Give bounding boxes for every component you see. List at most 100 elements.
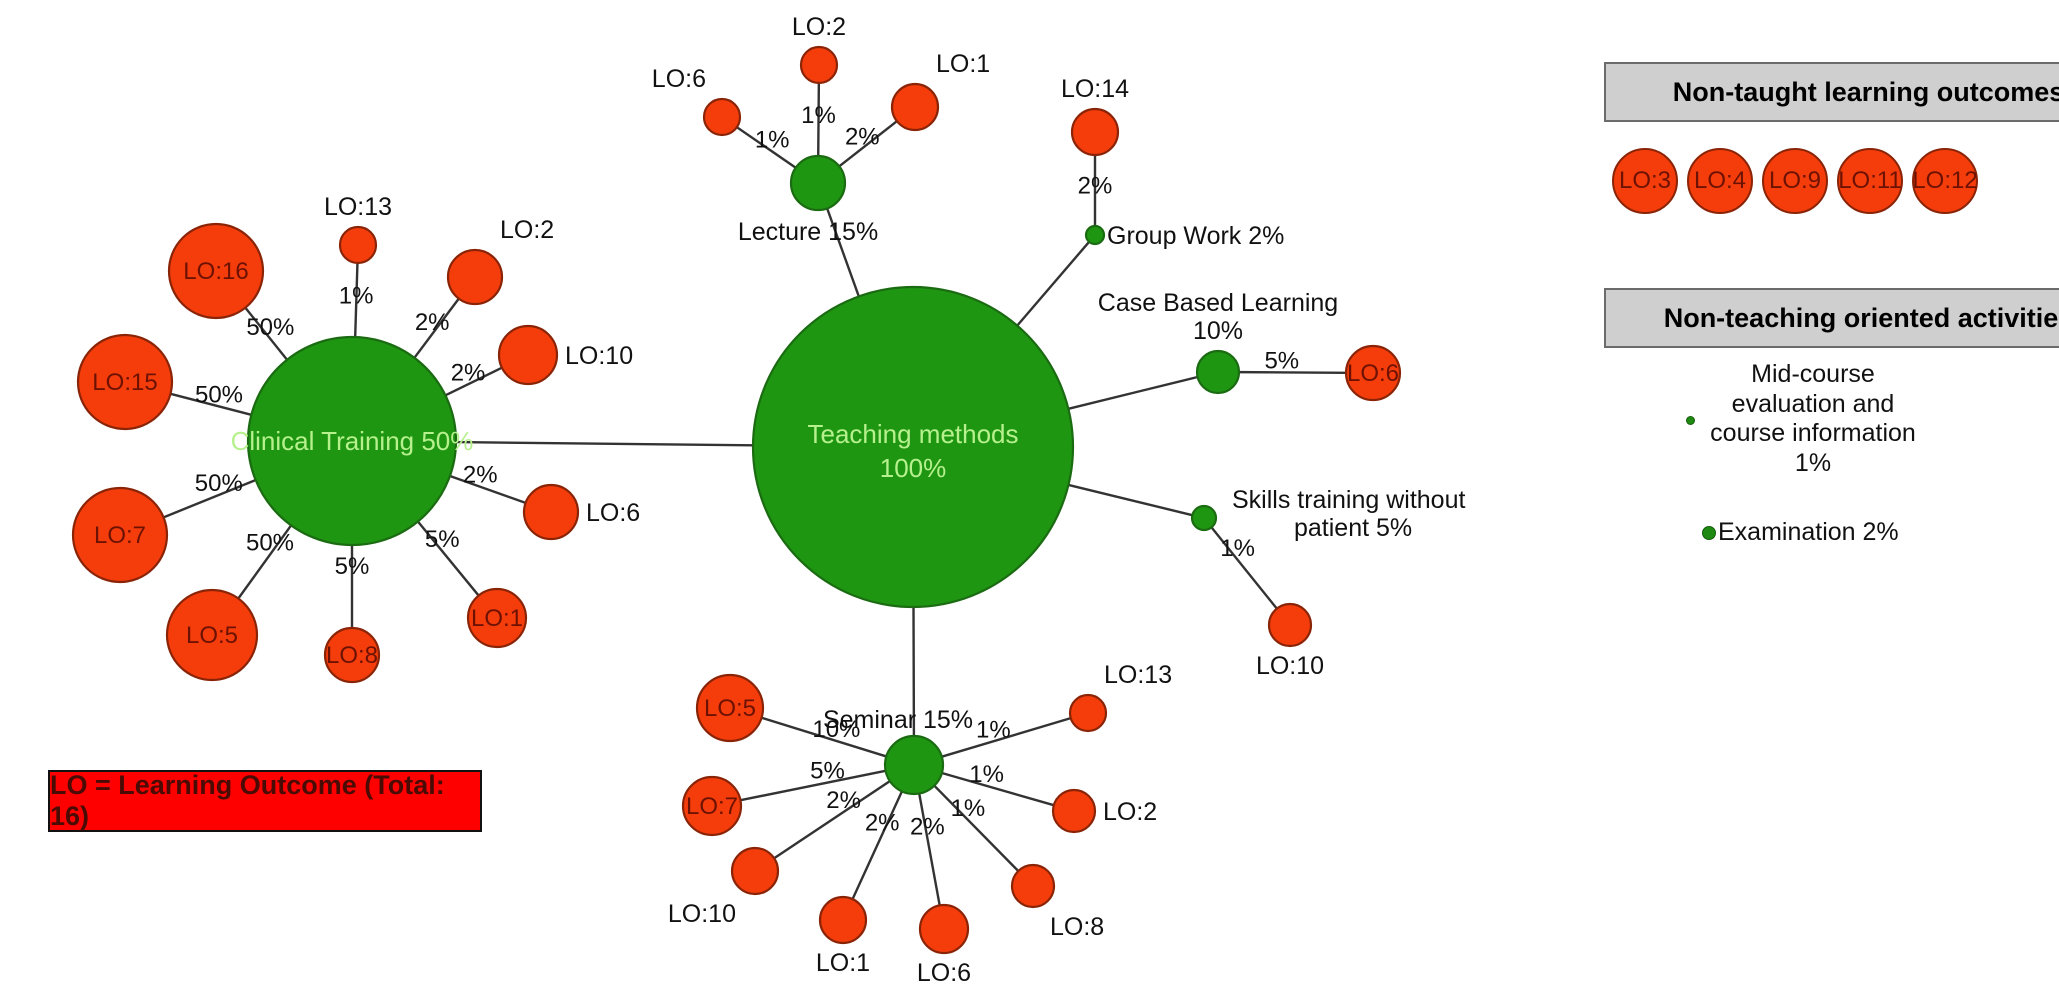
outcome-node (702, 97, 742, 137)
percent-label: 2% (826, 787, 861, 814)
edge-outcome (444, 366, 503, 397)
edge-root-skills (1068, 483, 1193, 517)
outcome-node (497, 324, 559, 386)
percent-label: 50% (195, 381, 243, 408)
percent-label: 2% (910, 813, 945, 840)
outcome-node (818, 895, 868, 945)
case-based-learning-label-line2: 10% (1193, 317, 1243, 345)
outcome-node (1267, 602, 1313, 648)
outcome-label: LO:6 (1347, 360, 1399, 387)
percent-label: 2% (845, 123, 880, 150)
lecture-label: Lecture 15% (738, 218, 878, 246)
node-layer (71, 45, 1402, 955)
non-taught-outcome-circle: LO:3 (1612, 148, 1678, 214)
percent-label: 50% (246, 314, 294, 341)
percent-label: 2% (415, 309, 450, 336)
edge-outcome (838, 120, 898, 168)
outcome-label: LO:15 (92, 369, 157, 396)
edge-outcome (736, 126, 797, 169)
percent-label: 1% (951, 795, 986, 822)
outcome-label: LO:7 (94, 522, 146, 549)
edge-layer (163, 82, 1347, 906)
outcome-node (890, 82, 940, 132)
percent-label: 5% (335, 553, 370, 580)
outcome-label: LO:6 (917, 959, 971, 987)
outcome-label: LO:16 (183, 258, 248, 285)
percent-label: 2% (1078, 173, 1113, 200)
edge-outcome (851, 790, 904, 900)
percent-label: 50% (195, 470, 243, 497)
method-node-lecture (789, 154, 847, 212)
outcome-node (76, 333, 174, 431)
skills-training-label-line2: patient 5% (1294, 514, 1412, 542)
outcome-node (1344, 344, 1402, 402)
outcome-label: LO:13 (1104, 661, 1172, 689)
group-work-label: Group Work 2% (1107, 222, 1284, 250)
outcome-node (323, 626, 381, 684)
edge-outcome (918, 793, 941, 906)
outcome-label: LO:1 (936, 50, 990, 78)
percent-label: 1% (969, 761, 1004, 788)
percent-label: 5% (425, 526, 460, 553)
activity-item-examination: Examination 2% (1702, 518, 1899, 548)
outcome-label: LO:7 (686, 793, 738, 820)
percent-label: 1% (755, 127, 790, 154)
outcome-node (1010, 863, 1056, 909)
edge-outcome (817, 82, 821, 157)
outcome-label: LO:5 (704, 695, 756, 722)
legend-learning-outcome-text: LO = Learning Outcome (Total: 16) (50, 770, 445, 831)
percent-label: 5% (1264, 347, 1299, 374)
outcome-node (165, 588, 259, 682)
green-dot-icon (1702, 525, 1716, 540)
panel-non-taught-title: Non-taught learning outcomes (1672, 76, 2059, 107)
activity-line-1: Mid-course (1751, 360, 1875, 388)
activity-line-2: evaluation and (1731, 389, 1895, 418)
edge-outcome (761, 716, 887, 758)
percent-label: 10% (812, 716, 860, 743)
edge-outcome (244, 306, 288, 361)
outcome-label: LO:2 (500, 216, 554, 244)
edge-root-lecture (826, 207, 860, 297)
method-node-seminar (883, 734, 945, 796)
percent-label: 1% (339, 282, 374, 309)
edge-outcome (941, 717, 1072, 758)
percent-label-layer: 50%1%2%2%50%50% 2%5%50%5%1%1%2%2%5%1%10% 1… (195, 102, 1299, 840)
case-based-learning-label-line1: Case Based Learning (1098, 289, 1338, 317)
edge-outcome (413, 297, 460, 359)
outcome-label: LO:14 (1061, 75, 1129, 103)
outcome-node (799, 45, 839, 85)
percent-label: 2% (451, 359, 486, 386)
edge-root-clinical (455, 440, 754, 447)
percent-label: 2% (463, 462, 498, 489)
outcome-node (167, 222, 265, 320)
outcome-node (338, 225, 378, 265)
outcome-node (695, 673, 765, 743)
activity-label-examination: Examination 2% (1718, 518, 1899, 546)
panel-non-taught-header: Non-taught learning outcomes (1604, 62, 2059, 122)
outcome-label: LO:8 (1050, 913, 1104, 941)
edge-root-cbl (1068, 375, 1198, 410)
seminar-label: Seminar 15% (823, 706, 973, 734)
outcome-label: LO:6 (586, 499, 640, 527)
method-node-skills (1190, 504, 1218, 532)
percent-label: 1% (801, 102, 836, 129)
percent-label: 50% (246, 530, 294, 557)
outcome-label: LO:1 (471, 605, 523, 632)
outcome-node (466, 587, 528, 649)
outcome-node (71, 486, 169, 584)
outcome-node (1070, 107, 1120, 157)
method-node-clinical (246, 335, 458, 547)
edge-root-groupwork (1016, 241, 1091, 327)
outcome-node (681, 775, 743, 837)
method-node-cbl (1195, 349, 1241, 395)
edge-outcome (1210, 526, 1278, 610)
method-node-groupwork (1084, 224, 1106, 246)
non-taught-outcome-circle: LO:9 (1762, 148, 1828, 214)
outcome-label: LO:10 (1256, 652, 1324, 680)
panel-non-teaching-title: Non-teaching oriented activities (1663, 302, 2059, 333)
activity-label-mid-course: Mid-course evaluation and course informa… (1703, 360, 1923, 478)
outcome-label: LO:8 (326, 642, 378, 669)
percent-label: 5% (810, 758, 845, 785)
